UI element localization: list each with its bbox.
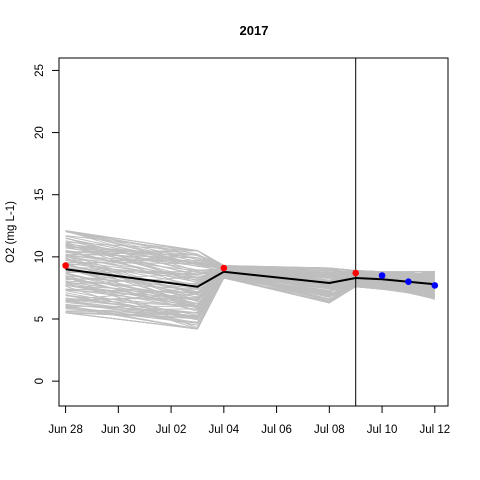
y-tick-label: 10: [34, 250, 46, 263]
ensemble-line: [65, 230, 435, 277]
x-tick-label: Jul 04: [208, 424, 239, 436]
x-tick-label: Jun 30: [101, 424, 136, 436]
x-tick-label: Jul 10: [367, 424, 398, 436]
y-tick-label: 20: [34, 126, 46, 139]
data-point: [431, 282, 439, 289]
chart-title: 2017: [240, 23, 269, 38]
x-tick-label: Jul 06: [261, 424, 292, 436]
data-point: [378, 272, 386, 279]
data-point: [405, 278, 412, 286]
data-point: [352, 269, 359, 277]
ensemble-line: [65, 241, 435, 273]
x-tick-label: Jun 28: [48, 424, 83, 436]
y-tick-label: 5: [34, 316, 46, 322]
y-axis: 0 5 10 15 20 25: [34, 64, 60, 384]
y-tick-label: 15: [34, 188, 46, 201]
y-tick-label: 25: [34, 64, 46, 77]
y-tick-label: 0: [34, 378, 46, 384]
y-axis-label: O2 (mg L-1): [5, 201, 17, 263]
data-point: [62, 262, 69, 269]
mean-series-line: [65, 268, 435, 288]
x-tick-label: Jul 02: [156, 424, 187, 436]
x-tick-label: Jul 12: [419, 424, 450, 436]
data-point: [220, 264, 228, 272]
plot-frame: [58, 57, 449, 407]
x-axis: Jun 28 Jun 30 Jul 02 Jul 04 Jul 06 Jul 08 Jul …: [48, 405, 450, 436]
observation-points: [62, 262, 439, 289]
series-lines: [65, 268, 435, 288]
x-tick-label: Jul 08: [314, 424, 345, 436]
